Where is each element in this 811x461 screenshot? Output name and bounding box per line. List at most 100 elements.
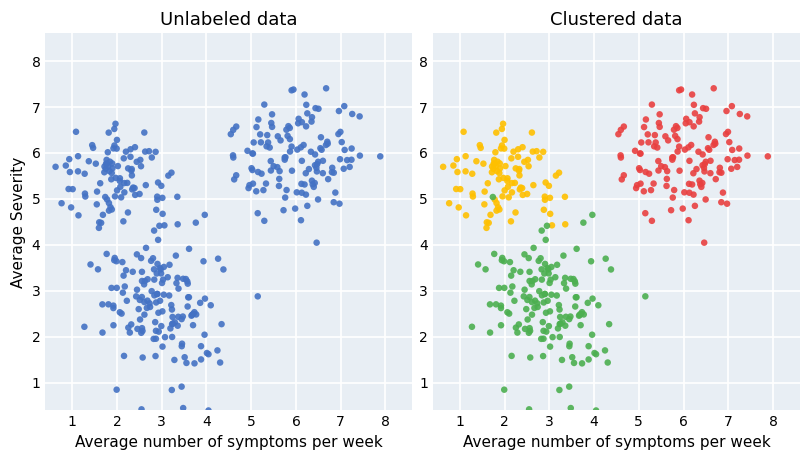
Point xyxy=(306,113,319,121)
Point xyxy=(559,322,572,330)
Point xyxy=(144,257,157,265)
Point xyxy=(117,272,130,279)
Point xyxy=(687,170,700,177)
Point xyxy=(145,154,158,161)
Point xyxy=(699,196,712,203)
Point xyxy=(617,171,630,179)
Point xyxy=(241,147,254,154)
Point xyxy=(283,136,296,143)
Point xyxy=(179,275,192,283)
Point xyxy=(707,85,720,92)
Point xyxy=(653,111,666,118)
Point xyxy=(252,116,265,123)
Point xyxy=(105,169,118,177)
Point xyxy=(586,295,599,302)
Point xyxy=(518,286,531,293)
Point xyxy=(569,303,581,310)
Point xyxy=(96,301,109,308)
Point xyxy=(107,304,120,312)
Point xyxy=(741,152,754,160)
Point xyxy=(504,259,517,266)
Point xyxy=(480,219,493,226)
Point xyxy=(295,189,308,196)
Point xyxy=(678,189,691,196)
Point xyxy=(118,179,131,187)
Point xyxy=(592,301,605,309)
Point xyxy=(491,167,504,175)
Point xyxy=(559,274,572,282)
Point xyxy=(230,171,242,179)
Point xyxy=(513,165,526,173)
Point xyxy=(327,199,340,206)
Point xyxy=(647,180,660,187)
Point xyxy=(615,126,628,134)
Point xyxy=(213,359,226,366)
Point xyxy=(556,356,569,364)
Point xyxy=(307,181,320,188)
Point xyxy=(116,259,129,266)
Point xyxy=(521,296,534,304)
Point xyxy=(535,276,548,284)
Point xyxy=(311,160,324,168)
Point xyxy=(227,126,240,134)
Point xyxy=(543,210,556,218)
Point xyxy=(102,207,115,214)
Point xyxy=(493,160,506,167)
Point xyxy=(292,115,305,123)
Point xyxy=(509,324,522,331)
Point xyxy=(513,321,526,328)
Point xyxy=(126,186,139,193)
Point xyxy=(436,163,449,171)
Point xyxy=(721,155,734,163)
Point xyxy=(683,118,696,126)
Point xyxy=(654,163,667,170)
Point xyxy=(721,200,734,207)
Point xyxy=(509,209,522,216)
Point xyxy=(505,352,518,360)
Point xyxy=(563,340,576,348)
Point xyxy=(689,110,702,117)
Point xyxy=(709,140,722,148)
Point xyxy=(639,116,652,123)
Point xyxy=(105,176,118,183)
Point xyxy=(653,123,666,130)
Point xyxy=(722,128,735,136)
Point xyxy=(150,299,163,306)
Point xyxy=(341,156,354,164)
Point xyxy=(109,193,122,200)
Point xyxy=(119,148,132,155)
Point xyxy=(487,250,500,258)
Point xyxy=(114,194,127,201)
Point xyxy=(134,156,147,164)
Point xyxy=(124,146,137,153)
Point xyxy=(540,328,553,335)
Point xyxy=(518,251,531,258)
Point xyxy=(539,290,551,298)
Point xyxy=(698,160,711,168)
Point xyxy=(514,184,527,191)
Point xyxy=(504,218,517,225)
Point xyxy=(291,146,304,153)
Point xyxy=(513,172,526,179)
Point xyxy=(279,154,292,161)
Point xyxy=(566,354,579,361)
Point xyxy=(102,129,115,136)
Point xyxy=(295,180,308,188)
Point xyxy=(693,181,706,188)
Point xyxy=(195,343,208,350)
Point xyxy=(696,161,709,169)
Point xyxy=(590,350,603,358)
Point xyxy=(299,123,312,130)
Point xyxy=(332,130,345,138)
Point xyxy=(79,190,92,197)
Point xyxy=(308,161,321,169)
Point xyxy=(177,275,190,283)
Point xyxy=(576,360,589,367)
Point xyxy=(79,193,92,200)
Point xyxy=(666,156,679,163)
Point xyxy=(553,306,566,313)
Point xyxy=(611,130,624,138)
Point xyxy=(714,164,727,171)
Point xyxy=(672,148,684,155)
Point xyxy=(260,180,272,187)
